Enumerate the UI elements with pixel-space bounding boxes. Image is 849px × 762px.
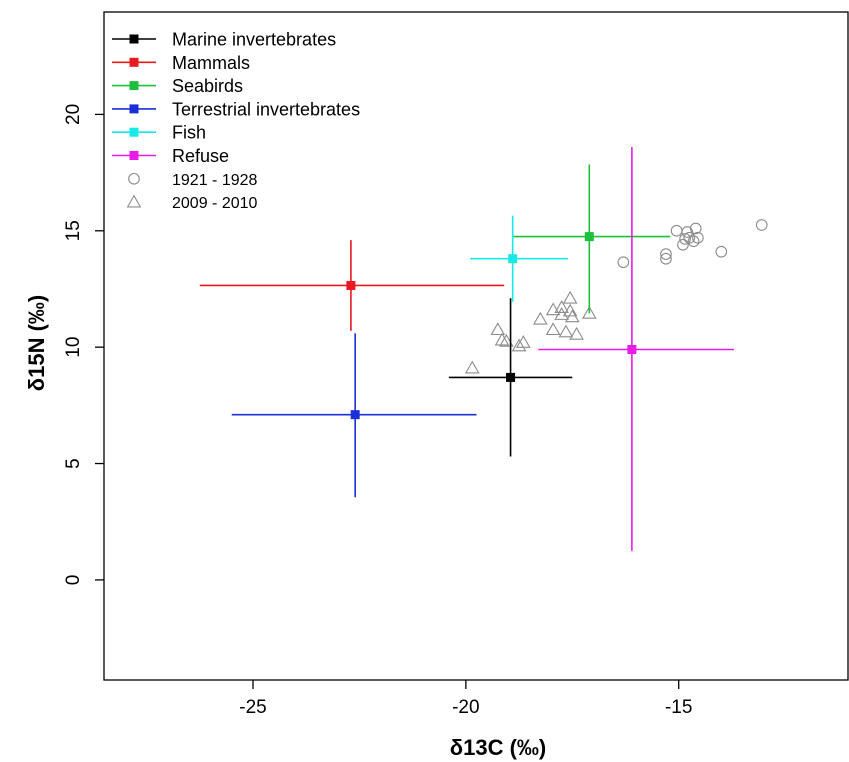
error-cross-fish — [470, 215, 569, 302]
y-tick-label: 15 — [63, 220, 84, 241]
data-point-triangle — [533, 311, 548, 325]
axes: -25 -20 -15 0 5 10 15 20 — [63, 11, 849, 718]
data-point-circle — [692, 231, 704, 244]
legend-label: Seabirds — [172, 76, 243, 96]
data-point-triangle — [490, 322, 506, 336]
data-point-triangle — [569, 326, 584, 340]
legend-swatch-marker — [129, 127, 139, 137]
data-point-triangle — [554, 300, 569, 313]
mean-marker — [584, 232, 594, 242]
data-point-triangle — [515, 335, 531, 348]
y-tick-label: 10 — [63, 337, 84, 358]
legend-triangle-icon — [126, 194, 142, 208]
legend-swatch-marker — [129, 57, 139, 67]
plot-frame — [103, 11, 849, 681]
mean-marker — [508, 254, 518, 264]
plot-area — [199, 146, 768, 551]
data-point-circle — [687, 235, 700, 248]
data-point-circle — [617, 256, 630, 269]
error-cross-refuse — [538, 146, 735, 551]
legend-item: Seabirds — [112, 76, 243, 96]
point-series-triangle — [464, 290, 597, 374]
legend-label: 1921 - 1928 — [172, 172, 258, 189]
data-point-circle — [677, 238, 689, 251]
error-cross-seabirds — [512, 164, 671, 314]
legend-item: Terrestrial invertebrates — [112, 99, 360, 119]
data-point-triangle — [494, 332, 510, 346]
data-point-circle — [683, 231, 696, 244]
x-axis-title: δ13C (‰) — [450, 735, 546, 760]
legend-swatch-marker — [129, 104, 139, 114]
data-point-circle — [755, 219, 768, 231]
legend-item: Marine invertebrates — [112, 30, 336, 50]
legend-item: Mammals — [112, 53, 250, 73]
legend-label: Mammals — [172, 53, 250, 73]
legend-label: Fish — [172, 123, 206, 143]
data-point-circle — [670, 224, 683, 237]
error-cross-mammals — [199, 240, 505, 331]
data-point-circle — [660, 252, 672, 265]
legend: Marine invertebrates Mammals Seabirds Terre… — [112, 30, 360, 212]
data-point-circle — [689, 222, 702, 235]
data-point-triangle — [511, 338, 527, 352]
data-point-triangle — [498, 333, 514, 347]
y-tick-label: 5 — [63, 458, 84, 469]
legend-label: Terrestrial invertebrates — [172, 99, 360, 119]
error-cross-terrestrial-invertebrates — [231, 333, 477, 498]
data-point-triangle — [464, 360, 480, 374]
mean-marker — [346, 280, 356, 290]
legend-swatch-marker — [129, 151, 139, 160]
legend-swatch-marker — [129, 34, 139, 44]
data-point-triangle — [581, 305, 597, 319]
x-tick-label: -15 — [665, 697, 692, 718]
y-tick-label: 20 — [63, 104, 84, 125]
legend-item: Refuse — [112, 146, 229, 166]
x-tick-label: -25 — [239, 697, 266, 718]
data-point-triangle — [562, 303, 578, 317]
data-point-triangle — [558, 324, 574, 338]
data-point-circle — [715, 245, 728, 258]
legend-label: Refuse — [172, 146, 229, 166]
data-point-triangle — [564, 309, 580, 323]
data-point-triangle — [562, 290, 578, 304]
mean-marker — [350, 410, 360, 420]
point-series-circle — [617, 219, 768, 269]
legend-label: 2009 - 2010 — [172, 195, 258, 212]
legend-item: 1921 - 1928 — [128, 172, 258, 189]
data-point-triangle — [545, 322, 561, 336]
legend-item: 2009 - 2010 — [126, 194, 258, 212]
y-tick-label: 0 — [63, 575, 84, 586]
legend-swatch-marker — [129, 81, 139, 91]
mean-marker — [627, 344, 637, 354]
data-point-circle — [660, 248, 672, 260]
y-axis-title: δ15N (‰) — [24, 295, 49, 391]
data-point-circle — [679, 233, 691, 245]
error-cross-marine-invertebrates — [448, 298, 573, 457]
x-tick-label: -20 — [452, 697, 479, 718]
data-point-circle — [681, 226, 694, 238]
legend-label: Marine invertebrates — [172, 30, 336, 50]
legend-item: Fish — [112, 123, 206, 143]
mean-marker — [506, 372, 516, 382]
legend-circle-icon — [128, 172, 140, 185]
data-point-triangle — [545, 302, 561, 316]
